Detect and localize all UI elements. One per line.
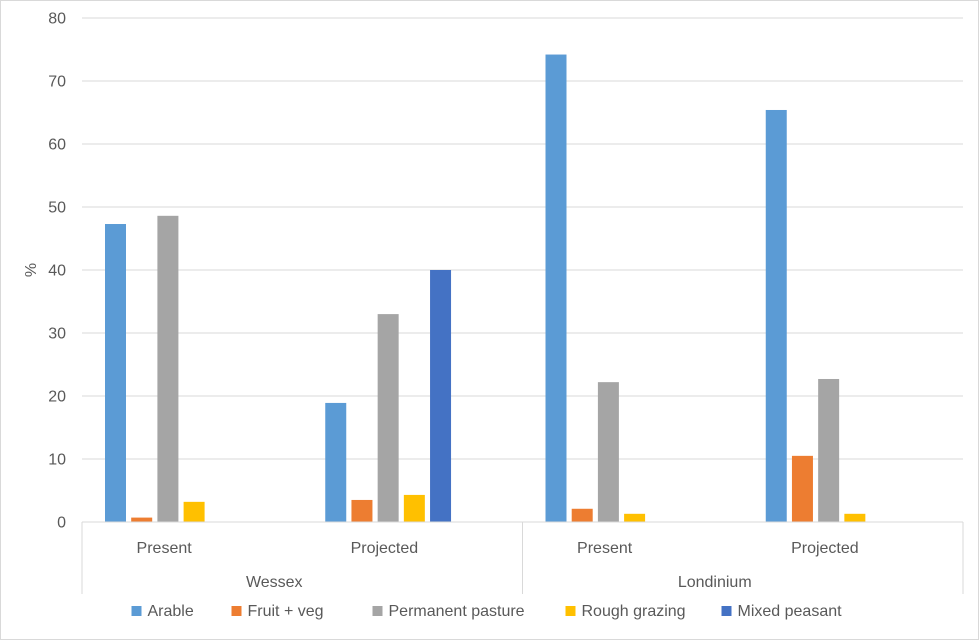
x-group-label: Londinium <box>678 574 752 591</box>
bar-rough-grazing-3 <box>844 513 866 522</box>
legend-label: Mixed peasant <box>738 603 843 620</box>
x-category-label: Present <box>577 540 633 557</box>
legend: Arable Fruit + veg Permanent pasture Rough … <box>131 603 843 620</box>
bar-fruit-veg-2 <box>571 508 593 522</box>
y-tick-label: 20 <box>48 389 66 406</box>
bar-arable-0 <box>105 224 126 522</box>
bar-fruit-veg-0 <box>131 517 153 522</box>
y-tick-label: 0 <box>57 515 66 532</box>
bar-permanent-pasture-0 <box>157 215 179 522</box>
x-category-label: Present <box>137 540 193 557</box>
bar-mixed-peasant-1 <box>430 270 452 522</box>
bar-arable-2 <box>545 54 567 522</box>
x-category-label: Projected <box>351 540 419 557</box>
bar-arable-3 <box>765 109 787 522</box>
y-axis: 0 10 20 30 40 50 60 70 80 <box>48 11 66 532</box>
legend-label: Rough grazing <box>582 603 686 620</box>
legend-label: Fruit + veg <box>248 603 324 620</box>
x-group-label: Wessex <box>246 574 303 591</box>
legend-swatch <box>372 606 383 616</box>
legend-swatch <box>721 606 732 616</box>
legend-label: Permanent pasture <box>389 603 525 620</box>
y-tick-label: 30 <box>48 326 66 343</box>
bars <box>105 54 866 522</box>
y-tick-label: 10 <box>48 452 66 469</box>
y-tick-label: 70 <box>48 74 66 91</box>
y-tick-label: 40 <box>48 263 66 280</box>
bar-permanent-pasture-1 <box>377 314 399 522</box>
bar-fruit-veg-1 <box>351 499 373 522</box>
bar-arable-1 <box>325 402 347 522</box>
x-axis: Present Projected Present Projected Wessex Lo… <box>81 521 964 594</box>
legend-swatch <box>231 606 242 616</box>
bar-rough-grazing-2 <box>624 513 646 522</box>
bar-fruit-veg-3 <box>791 455 813 522</box>
legend-swatch <box>565 606 576 616</box>
bar-permanent-pasture-2 <box>597 382 619 522</box>
x-category-label: Projected <box>791 540 859 557</box>
legend-swatch <box>131 606 142 616</box>
y-tick-label: 60 <box>48 137 66 154</box>
y-axis-title: % <box>23 263 40 277</box>
y-tick-label: 80 <box>48 11 66 28</box>
y-tick-label: 50 <box>48 200 66 217</box>
bar-permanent-pasture-3 <box>818 378 840 522</box>
bar-rough-grazing-0 <box>183 501 205 522</box>
legend-label: Arable <box>148 603 194 620</box>
bar-rough-grazing-1 <box>403 494 425 522</box>
